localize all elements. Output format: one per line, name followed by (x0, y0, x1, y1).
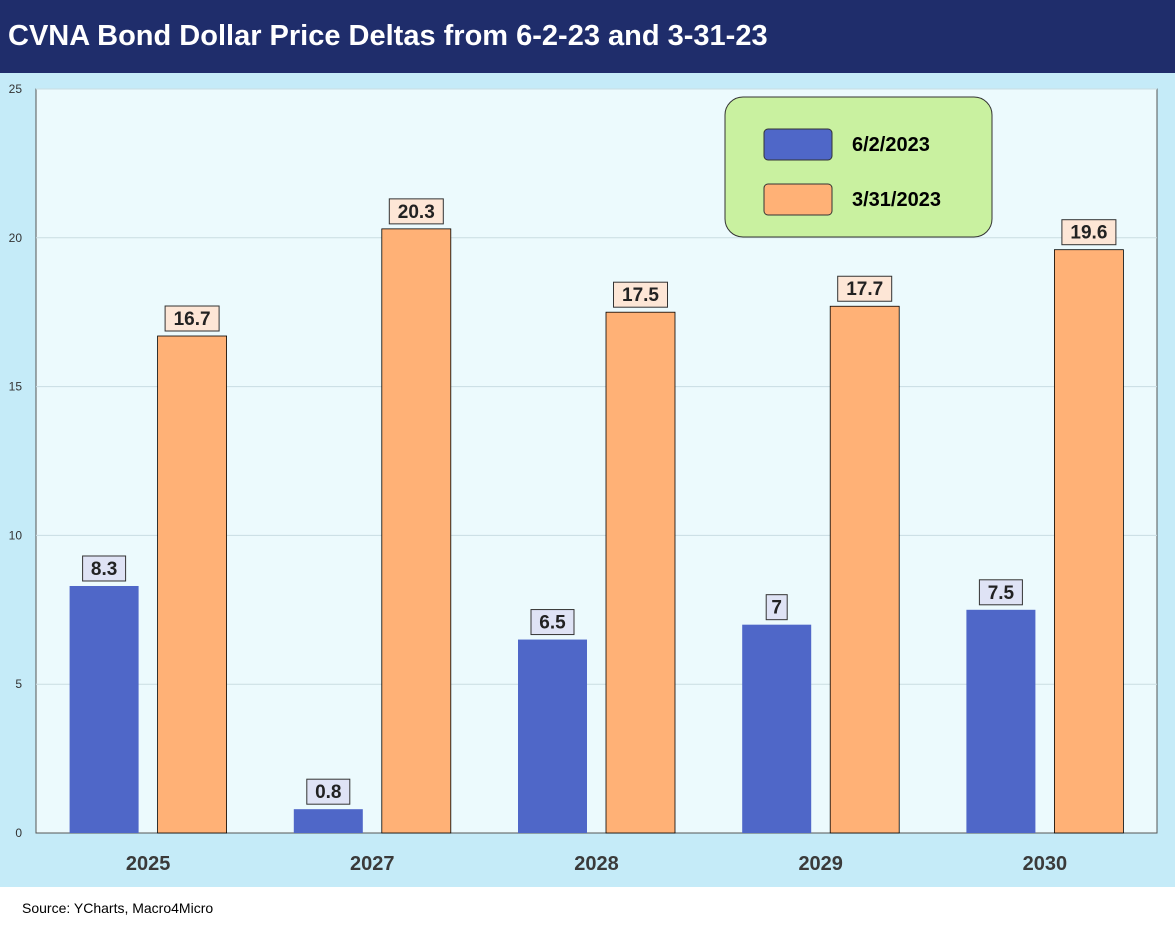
y-tick-label: 20 (9, 231, 23, 245)
x-category-label: 2030 (1023, 853, 1068, 875)
bar-series-2 (157, 335, 228, 834)
x-category-label: 2025 (126, 853, 171, 875)
data-label-box (765, 594, 788, 621)
data-label: 7.5 (988, 583, 1015, 604)
data-label: 20.3 (398, 202, 435, 223)
chart-title: CVNA Bond Dollar Price Deltas from 6-2-2… (0, 0, 1175, 73)
x-category-label: 2028 (574, 853, 619, 875)
bar-series-2 (605, 311, 676, 834)
x-category-label: 2027 (350, 853, 395, 875)
bar-series-2 (1054, 249, 1124, 834)
data-label-box (837, 275, 893, 302)
y-tick-label: 10 (9, 528, 23, 542)
data-label-box (388, 198, 444, 225)
y-tick-label: 0 (15, 826, 22, 840)
bar-series-2 (829, 305, 900, 834)
data-label: 17.7 (846, 279, 883, 300)
y-tick-label: 15 (9, 380, 23, 394)
data-label-box (82, 555, 127, 582)
legend-swatch-series-2 (763, 183, 833, 216)
data-label: 17.5 (622, 285, 659, 306)
legend: 6/2/2023 3/31/2023 (724, 96, 993, 238)
data-label: 8.3 (91, 559, 117, 580)
data-label: 7 (771, 598, 782, 619)
bar-series-1 (742, 624, 812, 833)
x-category-label: 2029 (798, 853, 843, 875)
y-tick-label: 5 (15, 677, 22, 691)
y-axis-ticks: 0 5 10 15 20 25 (9, 82, 23, 840)
legend-swatch-series-1 (763, 128, 833, 161)
data-label: 16.7 (174, 309, 211, 330)
legend-label-series-1: 6/2/2023 (852, 134, 930, 156)
data-label: 19.6 (1070, 223, 1107, 244)
bar-series-1 (293, 809, 363, 833)
data-label-box (164, 305, 220, 332)
source-note: Source: YCharts, Macro4Micro (22, 900, 214, 916)
data-label-box (1061, 219, 1117, 246)
data-label: 0.8 (315, 782, 341, 803)
data-label-box (978, 579, 1023, 606)
data-label: 6.5 (539, 613, 566, 634)
bar-series-1 (69, 585, 139, 833)
legend-box (724, 96, 993, 238)
bar-series-1 (966, 609, 1036, 833)
data-label-box (306, 778, 351, 805)
x-axis-categories: 2025 2027 2028 2029 2030 (126, 853, 1067, 875)
legend-label-series-2: 3/31/2023 (852, 189, 941, 211)
bar-series-2 (381, 228, 452, 834)
data-label-box (613, 281, 668, 308)
bars: 8.3 16.7 0.8 20.3 6.5 17.5 7 17.7 7.5 19.6 (69, 198, 1124, 834)
bar-series-1 (518, 639, 587, 833)
y-tick-label: 25 (9, 82, 23, 96)
data-label-box (530, 609, 575, 636)
